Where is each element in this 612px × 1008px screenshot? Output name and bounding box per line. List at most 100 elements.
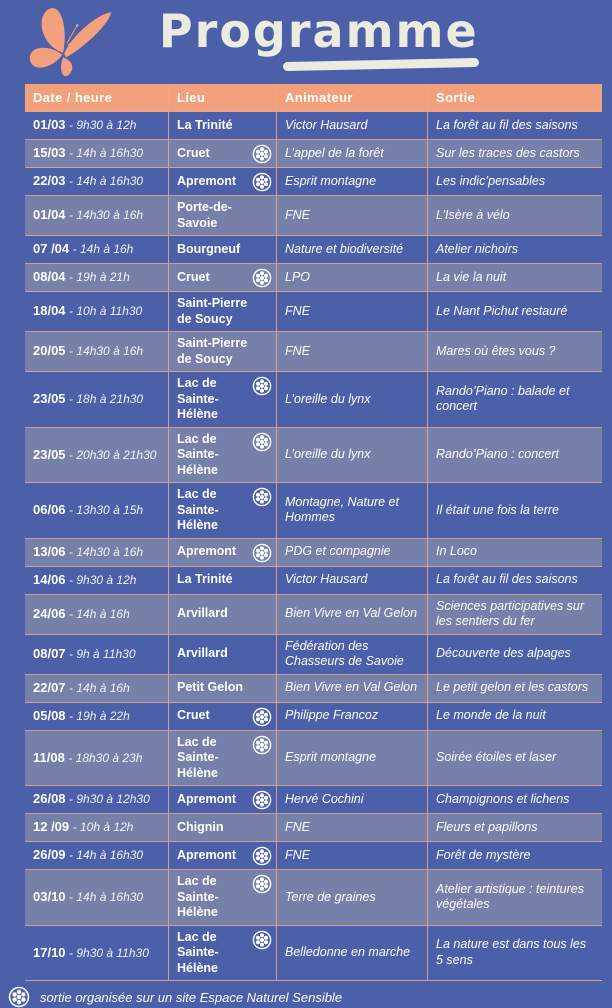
date-cell: 03/10 - 14h à 16h30 (25, 870, 168, 925)
date-cell: 23/05 - 18h à 21h30 (25, 372, 168, 427)
table-row: 01/03 - 9h30 à 12h La Trinité Victor Hau… (25, 112, 602, 140)
animateur-text: Belledonne en marche (285, 945, 411, 959)
date-text: 01/04 (33, 207, 66, 223)
column-header-sortie: Sortie (427, 84, 602, 111)
sortie-cell: Champignons et lichens (427, 786, 602, 813)
ens-flower-icon (252, 432, 272, 452)
sortie-cell: Les indic’pensables (427, 168, 602, 195)
sortie-text: Rando’Piano : concert (436, 447, 559, 461)
lieu-cell: La Trinité (168, 566, 276, 594)
lieu-text: Lac de Sainte-Hélène (177, 431, 219, 477)
lieu-cell: Saint-Pierre de Soucy (168, 292, 276, 331)
lieu-cell: Lac de Sainte-Hélène (168, 730, 276, 785)
lieu-text: Cruet (177, 145, 210, 160)
date-cell: 20/05 - 14h30 à 16h (25, 332, 168, 371)
date-text: 06/06 (33, 502, 66, 517)
table-row: 26/09 - 14h à 16h30 Apremont FNE (25, 842, 602, 870)
lieu-text: Saint-Pierre de Soucy (177, 336, 248, 366)
lieu-cell: Arvillard (168, 634, 276, 674)
table-row: 03/10 - 14h à 16h30 Lac de Sainte-Hélène… (25, 870, 602, 926)
date-cell: 11/08 - 18h30 à 23h (25, 731, 168, 786)
date-cell: 05/08 - 19h à 22h (25, 703, 168, 730)
date-cell: 17/10 - 9h30 à 11h30 (25, 926, 168, 981)
time-text: - 14h à 16h30 (69, 848, 144, 863)
date-text: 26/08 (33, 791, 66, 807)
lieu-text: Bourgneuf (177, 241, 241, 256)
table-row: 14/06 - 9h30 à 12h La Trinité Victor Hau… (25, 566, 602, 595)
date-cell: 26/09 - 14h à 16h30 (25, 842, 168, 869)
time-text: - 14h à 16h (69, 680, 130, 695)
ens-flower-icon (252, 543, 272, 563)
time-text: - 9h30 à 12h (69, 572, 137, 587)
sortie-text: Soirée étoiles et laser (436, 750, 557, 764)
lieu-cell: Lac de Sainte-Hélène (168, 372, 276, 427)
lieu-cell: Lac de Sainte-Hélène (168, 925, 276, 980)
animateur-text: FNE (285, 343, 310, 358)
date-text: 11/08 (33, 749, 65, 765)
sortie-text: L’Isère à vélo (436, 207, 510, 222)
date-text: 22/07 (33, 679, 66, 695)
date-cell: 01/03 - 9h30 à 12h (25, 112, 168, 139)
table-body: 01/03 - 9h30 à 12h La Trinité Victor Hau… (25, 112, 602, 981)
time-text: - 13h30 à 15h (69, 503, 144, 517)
lieu-cell: Cruet (168, 702, 276, 730)
date-cell: 13/06 - 14h30 à 16h (25, 539, 168, 566)
sortie-cell: La nature est dans tous les 5 sens (427, 925, 602, 980)
lieu-text: Lac de Sainte-Hélène (177, 487, 219, 532)
time-text: - 14h à 16h (69, 606, 130, 621)
table-row: 23/05 - 20h30 à 21h30 Lac de Sainte-Hélè… (25, 427, 602, 483)
lieu-cell: Apremont (168, 842, 276, 869)
column-header-date: Date / heure (33, 90, 113, 105)
sortie-text: Sciences participatives sur les sentiers… (436, 598, 584, 629)
animateur-text: Philippe Francoz (285, 708, 379, 723)
date-text: 08/04 (33, 269, 66, 285)
sortie-cell: L’Isère à vélo (427, 196, 602, 235)
animateur-cell: Esprit montagne (276, 168, 427, 195)
table-row: 24/06 - 14h à 16h Arvillard Bien Vivre e… (25, 594, 602, 635)
animateur-cell: FNE (276, 842, 427, 869)
animateur-cell: FNE (276, 196, 427, 235)
lieu-text: Arvillard (177, 646, 228, 661)
animateur-cell: LPO (276, 264, 427, 291)
sortie-cell: Mares où êtes vous ? (427, 332, 602, 371)
table-row: 22/03 - 14h à 16h30 Apremont Esprit mont… (25, 168, 602, 196)
lieu-cell: Saint-Pierre de Soucy (168, 332, 276, 371)
sortie-text: Découverte des alpages (436, 646, 571, 661)
time-text: - 10h à 12h (72, 820, 134, 835)
sortie-text: Atelier artistique : teintures végétales (436, 881, 584, 912)
ens-flower-icon (252, 487, 272, 507)
sortie-cell: La vie la nuit (427, 264, 602, 291)
table-row: 17/10 - 9h30 à 11h30 Lac de Sainte-Hélèn… (25, 925, 602, 981)
sortie-text: Champignons et lichens (436, 791, 570, 806)
sortie-cell: Le Nant Pichut restauré (427, 292, 602, 331)
animateur-text: FNE (285, 819, 310, 834)
lieu-cell: Lac de Sainte-Hélène (168, 427, 276, 482)
date-cell: 15/03 - 14h à 16h30 (25, 140, 168, 167)
sortie-text: Le monde de la nuit (436, 708, 546, 723)
animateur-text: L’appel de la forêt (285, 145, 384, 160)
lieu-cell: Cruet (168, 140, 276, 167)
lieu-cell: Apremont (168, 538, 276, 566)
sortie-cell: Atelier nichoirs (427, 236, 602, 263)
table-row: 08/07 - 9h à 11h30 Arvillard Fédération … (25, 634, 602, 675)
ens-legend: sortie organisée sur un site Espace Natu… (0, 986, 612, 1008)
table-row: 08/04 - 19h à 21h Cruet LPO La v (25, 264, 602, 292)
lieu-text: Lac de Sainte-Hélène (177, 734, 219, 780)
lieu-text: Saint-Pierre de Soucy (177, 296, 248, 326)
table-row: 07 /04 - 14h à 16h Bourgneuf Nature et b… (25, 236, 602, 264)
lieu-text: Apremont (177, 544, 237, 559)
sortie-text: Fleurs et papillons (436, 819, 538, 834)
ens-flower-icon (252, 874, 272, 894)
sortie-cell: Rando’Piano : concert (427, 427, 602, 482)
animateur-text: Terre de graines (285, 889, 376, 904)
sortie-cell: Rando’Piano : balade et concert (427, 372, 602, 427)
table-row: 22/07 - 14h à 16h Petit Gelon Bien Vivre… (25, 674, 602, 703)
ens-flower-icon (252, 172, 272, 192)
animateur-cell: FNE (276, 292, 427, 331)
animateur-cell: Montagne, Nature et Hommes (276, 483, 427, 538)
animateur-text: Victor Hausard (285, 572, 368, 587)
animateur-cell: Belledonne en marche (276, 925, 427, 980)
time-text: - 14h à 16h (72, 242, 134, 257)
animateur-cell: Philippe Francoz (276, 702, 427, 730)
animateur-text: Hervé Cochini (285, 791, 364, 806)
